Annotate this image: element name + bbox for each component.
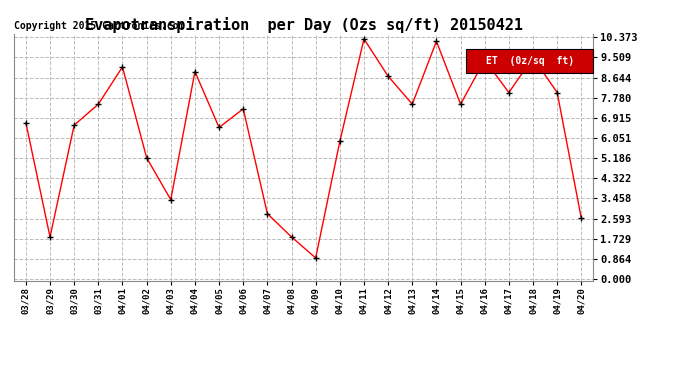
Text: Copyright 2015 Cartronics.com: Copyright 2015 Cartronics.com [14, 21, 184, 31]
FancyBboxPatch shape [466, 49, 593, 74]
Title: Evapotranspiration  per Day (Ozs sq/ft) 20150421: Evapotranspiration per Day (Ozs sq/ft) 2… [85, 16, 522, 33]
Text: ET  (0z/sq  ft): ET (0z/sq ft) [486, 56, 573, 66]
